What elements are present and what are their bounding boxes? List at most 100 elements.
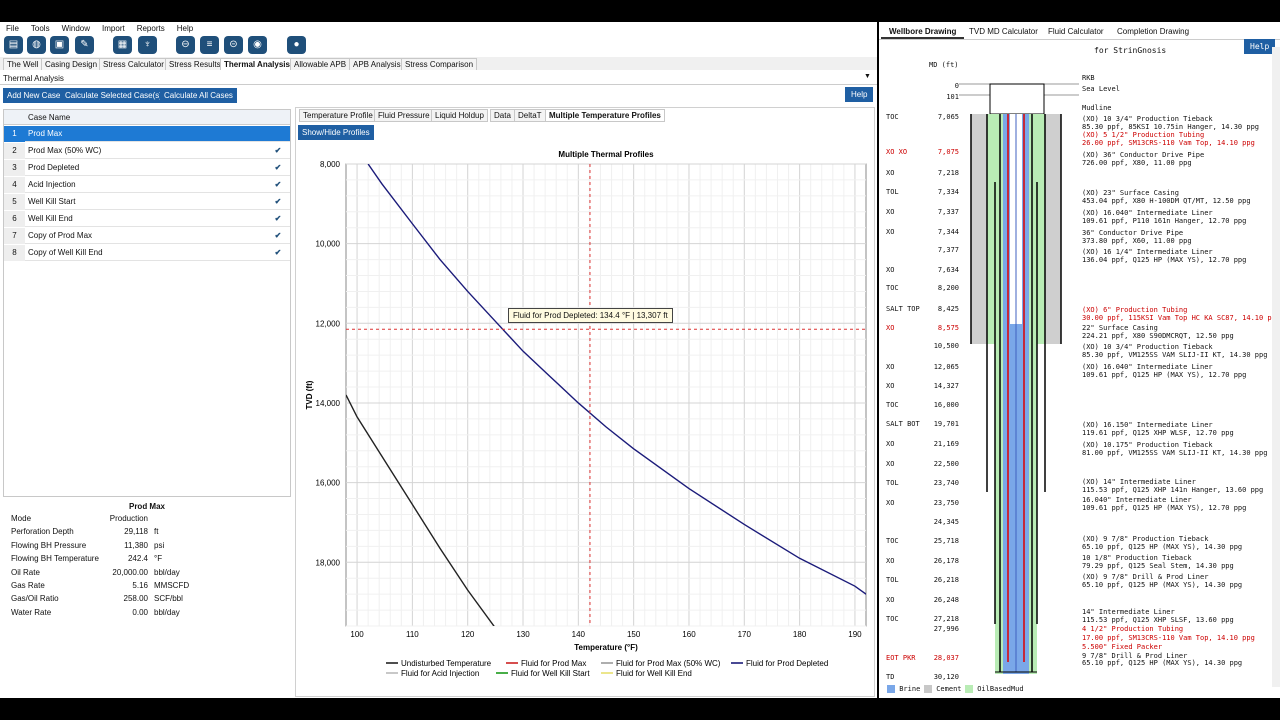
check-icon[interactable]: ✔ <box>274 248 282 257</box>
legend-item[interactable]: Undisturbed Temperature <box>401 659 492 668</box>
analysis-selector[interactable]: Thermal Analysis ▼ <box>0 72 877 85</box>
tab-stress-results[interactable]: Stress Results <box>165 58 225 70</box>
globe-icon[interactable]: ◉ <box>248 36 267 54</box>
connector-icon[interactable]: ⊝ <box>224 36 243 54</box>
case-row[interactable]: 5 Well Kill Start ✔ <box>4 194 290 210</box>
depth-tag: TOC <box>886 615 899 623</box>
tab-completion-drawing[interactable]: Completion Drawing <box>1117 27 1190 36</box>
wellbore-panel: Wellbore Drawing TVD MD Calculator Fluid… <box>879 22 1280 698</box>
open-icon[interactable]: ◍ <box>27 36 46 54</box>
tab-tvd-md-calculator[interactable]: TVD MD Calculator <box>969 27 1038 36</box>
depth-marker: XO 7,344 <box>886 228 959 236</box>
menu-window[interactable]: Window <box>61 24 91 33</box>
thermal-profiles-chart[interactable]: Multiple Thermal Profiles 100 110 120 130 140… <box>296 146 874 694</box>
depth-marker: TOC 16,000 <box>886 401 959 409</box>
scrollbar[interactable] <box>1272 47 1280 687</box>
tab-stress-comparison[interactable]: Stress Comparison <box>401 58 478 70</box>
series-line[interactable] <box>346 394 503 638</box>
menu-help[interactable]: Help <box>176 24 194 33</box>
depth-md: 7,218 <box>937 169 959 177</box>
tab-deltat[interactable]: DeltaT <box>514 109 546 122</box>
string-annotation: (XO) 16 1/4" Intermediate Liner <box>1082 248 1213 256</box>
check-icon[interactable]: ✔ <box>274 180 282 189</box>
property-row: Gas Rate 5.16 MMSCFD <box>8 581 288 594</box>
tab-liquid-holdup[interactable]: Liquid Holdup <box>431 109 488 122</box>
tab-fluid-calculator[interactable]: Fluid Calculator <box>1048 27 1104 36</box>
property-unit: bbl/day <box>154 567 180 577</box>
tab-the-well[interactable]: The Well <box>3 58 43 70</box>
help-button-wellbore[interactable]: Help <box>1244 39 1276 54</box>
depth-tag: TOL <box>886 576 899 584</box>
case-row[interactable]: 1 Prod Max <box>4 126 290 142</box>
case-row[interactable]: 8 Copy of Well Kill End ✔ <box>4 245 290 261</box>
tab-data[interactable]: Data <box>490 109 515 122</box>
depth-tag: XO <box>886 557 895 565</box>
tab-apb-analysis[interactable]: APB Analysis <box>349 58 405 70</box>
calculator-icon[interactable]: ▦ <box>113 36 132 54</box>
depth-tag: XO <box>886 266 895 274</box>
string-annotation: 9 7/8" Drill & Prod Liner <box>1082 652 1188 660</box>
depth-marker: XO 7,634 <box>886 266 959 274</box>
check-icon[interactable]: ✔ <box>274 163 282 172</box>
menu-reports[interactable]: Reports <box>136 24 165 33</box>
wellbore-drawing[interactable] <box>879 22 1280 698</box>
new-icon[interactable]: ▤ <box>4 36 23 54</box>
legend-item[interactable]: Fluid for Well Kill Start <box>511 669 590 678</box>
tab-fluid-pressure[interactable]: Fluid Pressure <box>374 109 434 122</box>
legend-item[interactable]: Fluid for Well Kill End <box>616 669 692 678</box>
pipe-icon[interactable]: ⊖ <box>176 36 195 54</box>
legend-item[interactable]: Fluid for Prod Max (50% WC) <box>616 659 721 668</box>
case-row[interactable]: 7 Copy of Prod Max ✔ <box>4 228 290 244</box>
x-tick-label: 140 <box>572 630 586 639</box>
case-row[interactable]: 4 Acid Injection ✔ <box>4 177 290 193</box>
menu-bar: File Tools Window Import Reports Help <box>0 22 877 34</box>
tab-casing-design[interactable]: Casing Design <box>41 58 102 70</box>
x-tick-label: 120 <box>461 630 475 639</box>
string-annotation: (XO) 36" Conductor Drive Pipe <box>1082 151 1205 159</box>
depth-md: 26,248 <box>933 596 959 604</box>
string-annotation: 17.00 ppf, SM13CRS-110 Vam Top, 14.10 pp… <box>1082 634 1255 642</box>
property-label: Perforation Depth <box>11 527 74 537</box>
depth-tag: TOC <box>886 401 899 409</box>
stack-icon[interactable]: ≡ <box>200 36 219 54</box>
check-icon[interactable]: ✔ <box>274 231 282 240</box>
show-hide-profiles-button[interactable]: Show/Hide Profiles <box>298 125 374 140</box>
string-annotation: 36" Conductor Drive Pipe <box>1082 229 1184 237</box>
tab-temperature-profile[interactable]: Temperature Profile <box>299 109 377 122</box>
depth-tag: XO <box>886 382 895 390</box>
check-icon[interactable]: ✔ <box>274 197 282 206</box>
menu-import[interactable]: Import <box>102 24 125 33</box>
depth-marker: XO 7,337 <box>886 208 959 216</box>
legend-item[interactable]: Fluid for Prod Depleted <box>746 659 828 668</box>
menu-tools[interactable]: Tools <box>30 24 50 33</box>
case-row[interactable]: 6 Well Kill End ✔ <box>4 211 290 227</box>
x-tick-label: 170 <box>738 630 752 639</box>
y-tick-label: 16,000 <box>316 479 341 488</box>
edit-icon[interactable]: ✎ <box>75 36 94 54</box>
add-new-case-button[interactable]: Add New Case <box>3 88 65 103</box>
save-icon[interactable]: ▣ <box>50 36 69 54</box>
valve-icon[interactable]: ♆ <box>138 36 157 54</box>
tab-allowable-apb[interactable]: Allowable APB <box>290 58 351 70</box>
legend-item[interactable]: Fluid for Prod Max <box>521 659 586 668</box>
legend-item[interactable]: Fluid for Acid Injection <box>401 669 479 678</box>
check-icon[interactable]: ✔ <box>274 146 282 155</box>
menu-file[interactable]: File <box>6 24 19 33</box>
tab-stress-calculator[interactable]: Stress Calculator <box>99 58 168 70</box>
series-line[interactable] <box>367 164 871 598</box>
case-row[interactable]: 3 Prod Depleted ✔ <box>4 160 290 176</box>
drop-icon[interactable]: ● <box>287 36 306 54</box>
legend-label: OilBasedMud <box>977 685 1024 693</box>
depth-md: 16,000 <box>933 401 959 409</box>
tab-multiple-temperature-profiles[interactable]: Multiple Temperature Profiles <box>545 109 665 122</box>
tab-wellbore-drawing[interactable]: Wellbore Drawing <box>881 24 965 39</box>
x-tick-label: 160 <box>682 630 696 639</box>
help-button[interactable]: Help <box>845 87 874 102</box>
depth-marker: XO 12,065 <box>886 363 959 371</box>
case-row[interactable]: 2 Prod Max (50% WC) ✔ <box>4 143 290 159</box>
calculate-selected-button[interactable]: Calculate Selected Case(s) <box>61 88 166 103</box>
tab-thermal-analysis[interactable]: Thermal Analysis <box>220 58 294 70</box>
calculate-all-button[interactable]: Calculate All Cases <box>160 88 237 103</box>
check-icon[interactable]: ✔ <box>274 214 282 223</box>
depth-md: 7,344 <box>937 228 959 236</box>
